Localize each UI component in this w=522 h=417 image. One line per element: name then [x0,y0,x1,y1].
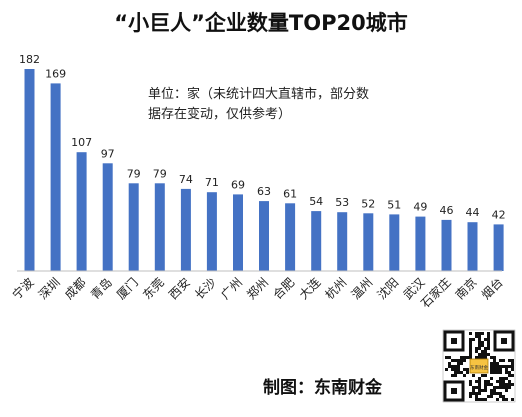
bars-group [24,69,504,272]
category-label-3: 青岛 [87,275,115,303]
bar-7 [206,192,217,271]
category-label-7: 长沙 [192,275,219,302]
category-label-11: 大连 [296,275,324,303]
bar-2 [76,152,87,271]
bar-9 [259,201,269,271]
value-label-15: 49 [413,201,427,214]
value-label-4: 79 [127,167,141,180]
category-label-17: 南京 [452,275,480,303]
bar-12 [337,212,348,271]
value-label-0: 182 [19,53,40,66]
value-label-9: 63 [257,185,271,198]
category-label-12: 杭州 [322,275,350,303]
bar-10 [285,203,296,271]
category-label-2: 成都 [62,275,89,302]
category-label-6: 西安 [165,275,193,303]
category-label-8: 广州 [218,275,245,302]
value-label-11: 54 [309,195,323,208]
bar-8 [233,194,243,271]
credit-text: 制图：东南财金 [263,377,383,398]
bar-5 [154,183,165,271]
bar-13 [363,213,374,271]
qr-badge-text: 东南财金 [470,364,488,371]
bar-17 [467,222,478,271]
bar-1 [50,83,61,272]
category-label-1: 深圳 [36,275,63,302]
category-label-9: 郑州 [244,275,272,303]
category-label-4: 厦门 [113,275,141,303]
bar-18 [493,224,504,271]
value-label-17: 44 [466,206,480,219]
annotation-line-2: 据存在变动，仅供参考） [148,106,291,122]
value-label-2: 107 [71,136,92,149]
category-label-10: 合肥 [270,275,298,303]
value-label-18: 42 [492,208,506,221]
value-label-7: 71 [205,176,219,189]
bar-15 [415,216,426,271]
bar-0 [24,69,35,271]
category-label-0: 宁波 [9,275,37,303]
category-label-14: 沈阳 [374,275,402,303]
category-label-18: 烟台 [478,275,506,303]
category-label-13: 温州 [349,275,376,302]
annotation: 单位：家（未统计四大直辖市，部分数 据存在变动，仅供参考） [148,86,369,122]
value-label-3: 97 [101,147,115,160]
annotation-line-1: 单位：家（未统计四大直辖市，部分数 [148,86,369,102]
bar-6 [180,188,191,271]
value-label-13: 52 [361,197,375,210]
value-label-5: 79 [153,167,167,180]
value-label-10: 61 [283,187,297,200]
qr-badge [469,358,489,374]
value-label-1: 169 [45,67,66,80]
value-label-8: 69 [231,178,245,191]
value-labels-group: 182 169 107 97 79 79 74 71 69 63 61 54 53 52 51 49 46 44 4… [19,53,506,221]
bar-11 [311,211,322,271]
category-label-5: 东莞 [140,275,167,302]
value-label-6: 74 [179,173,193,186]
value-label-12: 53 [335,196,349,209]
value-label-16: 46 [440,204,454,217]
value-label-14: 51 [387,198,401,211]
bar-4 [128,183,139,271]
qr-code-icon: 东南财金 [442,329,516,403]
category-label-16: 石家庄 [418,275,454,311]
chart-title: “小巨人”企业数量TOP20城市 [114,11,407,35]
bar-3 [102,163,113,271]
bar-16 [441,219,452,271]
bar-14 [389,214,400,271]
